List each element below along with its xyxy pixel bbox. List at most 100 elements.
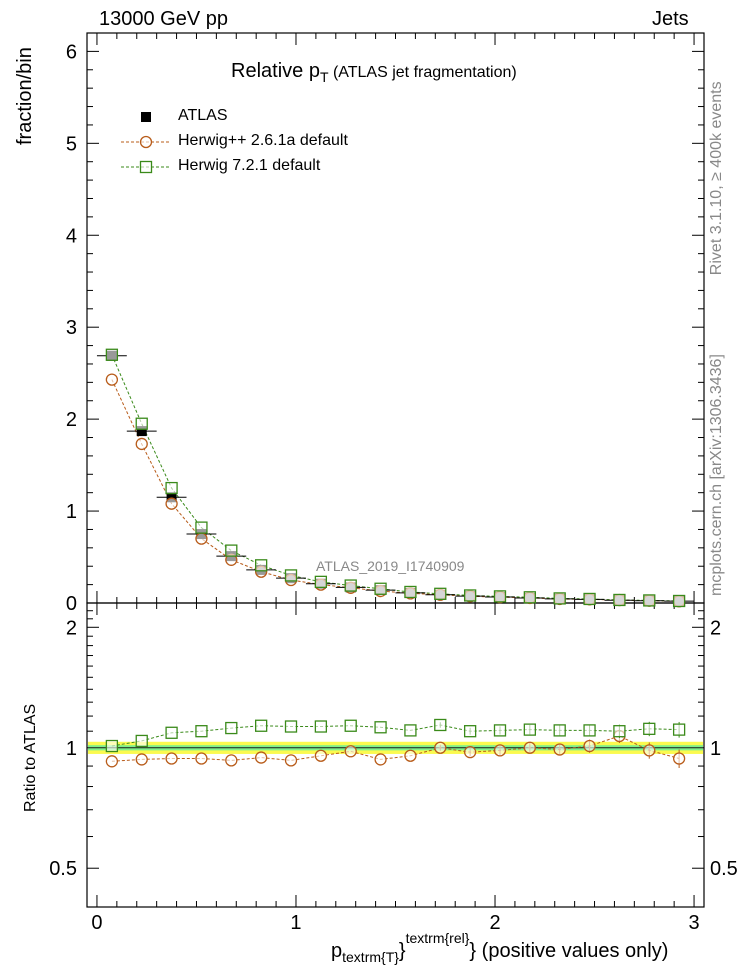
ratio-point bbox=[463, 725, 477, 738]
ratio-point bbox=[314, 749, 328, 762]
data-point bbox=[105, 373, 119, 386]
ratio-series bbox=[105, 718, 686, 769]
ratio-point bbox=[672, 752, 686, 765]
side-annotation: mcplots.cern.ch [arXiv:1306.3436] Rivet … bbox=[708, 81, 726, 596]
ratio-point bbox=[195, 725, 208, 738]
ratio-point bbox=[553, 743, 566, 756]
legend-marker bbox=[139, 135, 153, 149]
ratio-y-tick-label-right: 2 bbox=[710, 617, 721, 639]
plot-title: Relative pT (ATLAS jet fragmentation) bbox=[231, 60, 517, 85]
ratio-y-tick-label: 0.5 bbox=[49, 858, 77, 880]
x-tick-label: 0 bbox=[91, 912, 102, 934]
ratio-y-tick-label: 1 bbox=[66, 738, 77, 760]
ratio-point bbox=[553, 724, 566, 737]
ratio-point bbox=[255, 751, 268, 764]
data-point bbox=[136, 426, 147, 437]
xlabel-main: p bbox=[331, 940, 343, 962]
analysis-id: ATLAS_2019_I1740909 bbox=[316, 558, 465, 574]
ratio-point bbox=[135, 753, 148, 766]
data-point bbox=[643, 594, 656, 607]
y-tick-label: 2 bbox=[66, 409, 77, 431]
ratio-point bbox=[463, 746, 477, 759]
ratio-y-tick-label-right: 0.5 bbox=[710, 858, 738, 880]
data-point bbox=[135, 437, 148, 451]
ratio-point bbox=[165, 726, 178, 739]
header-left: 13000 GeV pp bbox=[99, 8, 228, 30]
legend-label-herwigpp: Herwig++ 2.6.1a default bbox=[178, 132, 348, 149]
legend-markers bbox=[121, 112, 171, 174]
data-point bbox=[404, 585, 417, 599]
ratio-axis-ticks: 0.5 0.5 1 1 2 2 0 1 2 3 bbox=[49, 602, 738, 934]
data-point bbox=[165, 481, 178, 495]
legend-label-herwig7: Herwig 7.2.1 default bbox=[178, 157, 321, 174]
data-point bbox=[225, 544, 238, 557]
legend-marker bbox=[139, 160, 153, 174]
ratio-y-tick-label-right: 1 bbox=[710, 738, 721, 760]
ratio-point bbox=[404, 749, 417, 762]
ratio-point bbox=[613, 725, 626, 738]
data-point bbox=[493, 590, 507, 603]
ratio-point bbox=[284, 720, 298, 733]
data-point bbox=[255, 559, 268, 572]
main-series bbox=[96, 348, 695, 608]
ratio-point bbox=[434, 718, 447, 732]
ratio-point bbox=[284, 754, 298, 767]
ratio-point bbox=[344, 745, 357, 758]
ratio-point bbox=[225, 721, 238, 735]
ratio-point bbox=[135, 734, 148, 748]
data-point bbox=[166, 492, 177, 503]
ratio-point bbox=[493, 744, 507, 757]
data-point bbox=[165, 497, 178, 510]
title-main: Relative p bbox=[231, 60, 320, 82]
data-point bbox=[105, 348, 119, 361]
y-axis-label-main: fraction/bin bbox=[14, 47, 36, 145]
ratio-y-tick-label: 2 bbox=[66, 617, 77, 639]
data-point bbox=[672, 594, 686, 608]
ratio-frame bbox=[86, 602, 705, 908]
ratio-point bbox=[374, 721, 387, 734]
header-right: Jets bbox=[652, 8, 689, 30]
xlabel-sup: textrm{rel} bbox=[405, 930, 470, 946]
ratio-point bbox=[255, 719, 268, 732]
data-point bbox=[284, 569, 298, 582]
y-tick-label: 0 bbox=[66, 593, 77, 615]
ratio-point bbox=[404, 724, 417, 737]
ratio-point bbox=[105, 755, 119, 768]
data-point bbox=[434, 587, 447, 600]
ratio-point bbox=[225, 754, 238, 767]
xlabel-mid: } bbox=[398, 940, 406, 962]
ratio-point bbox=[434, 741, 447, 754]
ratio-point bbox=[314, 720, 328, 733]
ratio-point bbox=[105, 739, 119, 753]
x-tick-label: 2 bbox=[489, 912, 500, 934]
ratio-point bbox=[344, 719, 357, 732]
ratio-point bbox=[523, 723, 536, 736]
ratio-point bbox=[643, 722, 656, 735]
ratio-point bbox=[374, 753, 387, 766]
data-point bbox=[553, 592, 566, 605]
x-tick-label: 3 bbox=[688, 912, 699, 934]
ratio-point bbox=[493, 724, 507, 737]
data-point bbox=[523, 591, 536, 604]
data-point bbox=[463, 589, 477, 602]
legend-label-atlas: ATLAS bbox=[178, 107, 228, 124]
y-tick-label: 4 bbox=[66, 225, 77, 247]
data-point bbox=[374, 582, 387, 595]
data-point bbox=[135, 417, 148, 430]
xlabel-sub: textrm{T} bbox=[342, 949, 399, 965]
x-axis-label: ptextrm{T}}textrm{rel}} (positive values… bbox=[331, 930, 668, 965]
ratio-point bbox=[523, 741, 536, 754]
legend-marker bbox=[141, 112, 151, 122]
y-tick-label: 5 bbox=[66, 133, 77, 155]
data-point bbox=[344, 579, 357, 592]
y-tick-label: 3 bbox=[66, 317, 77, 339]
ratio-point bbox=[583, 739, 596, 753]
main-axis-ticks: 0 1 2 3 4 5 6 bbox=[66, 32, 704, 615]
y-axis-label-ratio: Ratio to ATLAS bbox=[22, 703, 39, 812]
ratio-point bbox=[643, 744, 656, 757]
ratio-point bbox=[195, 752, 208, 765]
data-point bbox=[613, 593, 626, 607]
title-rest: (ATLAS jet fragmentation) bbox=[328, 64, 517, 81]
xlabel-rest: } (positive values only) bbox=[469, 940, 669, 962]
y-tick-label: 6 bbox=[66, 41, 77, 63]
